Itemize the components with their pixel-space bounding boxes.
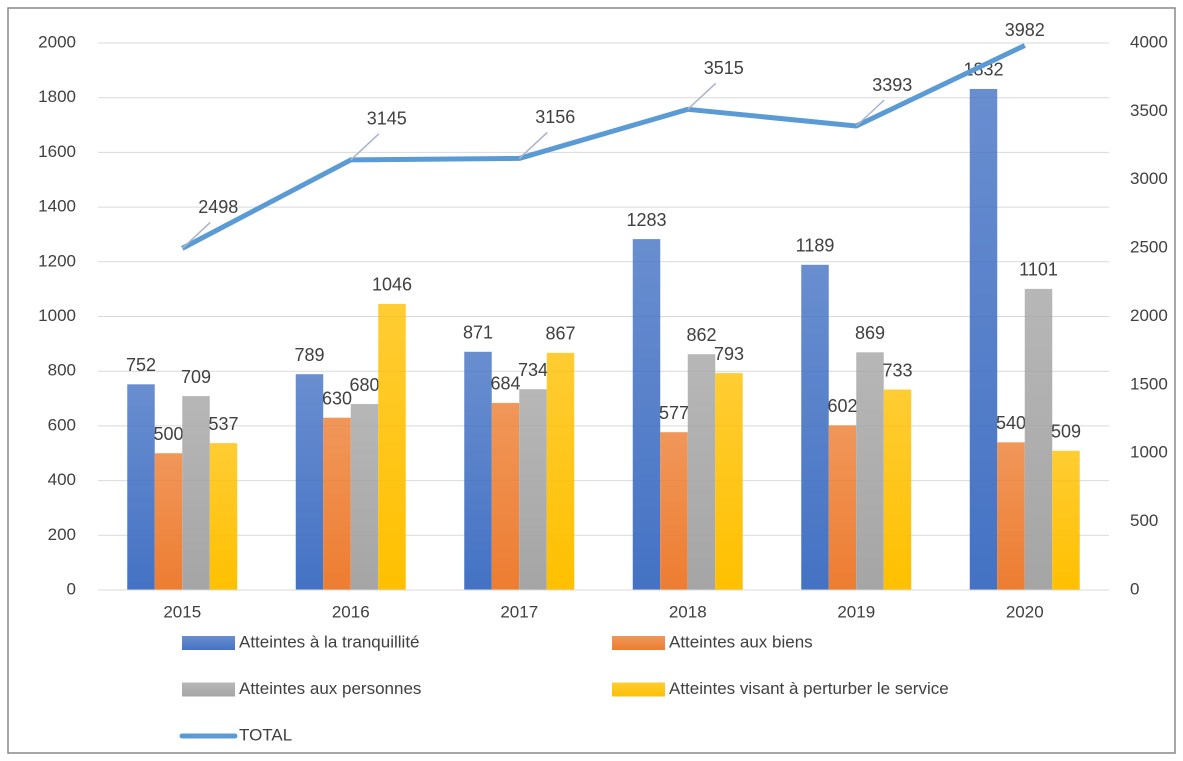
x-tick-label: 2020 bbox=[1006, 602, 1044, 621]
data-label: 509 bbox=[1051, 422, 1081, 442]
data-label: 540 bbox=[996, 413, 1026, 433]
data-label: 2498 bbox=[198, 197, 238, 217]
y2-tick-label: 2500 bbox=[1130, 238, 1168, 257]
data-label: 3515 bbox=[704, 58, 744, 78]
y-tick-label: 1400 bbox=[38, 197, 76, 216]
data-label: 537 bbox=[208, 414, 238, 434]
legend-swatch bbox=[612, 682, 665, 697]
bar bbox=[546, 352, 575, 590]
bar bbox=[350, 404, 379, 590]
bar bbox=[883, 389, 912, 590]
data-label: 867 bbox=[545, 324, 575, 344]
bar bbox=[154, 453, 183, 590]
y2-tick-label: 3500 bbox=[1130, 101, 1168, 120]
y2-tick-label: 2000 bbox=[1130, 306, 1168, 325]
legend-label: Atteintes à la tranquillité bbox=[239, 632, 420, 651]
legend-label: Atteintes visant à perturber le service bbox=[669, 679, 949, 698]
y2-tick-label: 500 bbox=[1130, 511, 1158, 530]
y2-tick-label: 3000 bbox=[1130, 169, 1168, 188]
data-label: 1283 bbox=[626, 210, 666, 230]
bar bbox=[1052, 450, 1080, 590]
y2-tick-label: 0 bbox=[1130, 579, 1139, 598]
y-tick-label: 1000 bbox=[38, 306, 76, 325]
y2-tick-label: 1500 bbox=[1130, 374, 1168, 393]
data-label: 3393 bbox=[872, 75, 912, 95]
bar bbox=[323, 417, 351, 590]
x-tick-label: 2019 bbox=[837, 602, 875, 621]
y-tick-label: 1800 bbox=[38, 87, 76, 106]
data-label: 1832 bbox=[963, 60, 1003, 80]
leader-line bbox=[518, 131, 548, 159]
x-tick-label: 2015 bbox=[163, 602, 201, 621]
data-label: 3145 bbox=[367, 109, 407, 129]
y-tick-label: 600 bbox=[48, 415, 76, 434]
data-label: 734 bbox=[518, 360, 548, 380]
x-tick-label: 2018 bbox=[669, 602, 707, 621]
data-label: 1101 bbox=[1019, 260, 1058, 280]
data-label: 3982 bbox=[1005, 20, 1045, 40]
y-tick-label: 800 bbox=[48, 361, 76, 380]
y-tick-label: 0 bbox=[67, 579, 76, 598]
data-label: 500 bbox=[153, 424, 183, 444]
data-label: 869 bbox=[855, 323, 885, 343]
bar bbox=[1024, 288, 1053, 590]
y-tick-label: 1200 bbox=[38, 251, 76, 270]
bar bbox=[856, 352, 884, 590]
legend-swatch bbox=[182, 636, 235, 650]
x-tick-label: 2016 bbox=[332, 602, 370, 621]
data-label: 793 bbox=[714, 344, 744, 364]
x-tick-label: 2017 bbox=[500, 602, 538, 621]
legend-label: TOTAL bbox=[239, 725, 292, 744]
data-label: 752 bbox=[126, 355, 156, 375]
bar bbox=[828, 425, 857, 590]
bar bbox=[464, 351, 492, 590]
bar bbox=[801, 264, 829, 590]
leader-line bbox=[350, 133, 380, 161]
bar bbox=[660, 432, 688, 590]
bar bbox=[997, 442, 1025, 590]
data-label: 1189 bbox=[796, 236, 835, 256]
legend-label: Atteintes aux biens bbox=[669, 632, 813, 651]
y2-tick-label: 4000 bbox=[1130, 32, 1168, 51]
data-label: 684 bbox=[490, 374, 520, 394]
data-label: 733 bbox=[882, 360, 912, 380]
data-label: 3156 bbox=[535, 107, 575, 127]
bar bbox=[491, 402, 520, 590]
bar bbox=[969, 88, 998, 590]
line bbox=[181, 43, 1026, 251]
legend-label: Atteintes aux personnes bbox=[239, 679, 421, 698]
bar bbox=[715, 373, 743, 590]
bar bbox=[378, 303, 406, 590]
bar bbox=[519, 389, 547, 590]
y-tick-label: 400 bbox=[48, 470, 76, 489]
data-label: 630 bbox=[322, 388, 352, 408]
data-label: 577 bbox=[659, 403, 689, 423]
y2-tick-label: 1000 bbox=[1130, 443, 1168, 462]
bar bbox=[632, 239, 661, 591]
bar bbox=[295, 374, 324, 590]
legend-swatch bbox=[612, 636, 665, 650]
leader-line bbox=[687, 82, 717, 110]
leader-line bbox=[855, 99, 885, 127]
y-tick-label: 1600 bbox=[38, 142, 76, 161]
data-label: 862 bbox=[686, 325, 716, 345]
y-tick-label: 2000 bbox=[38, 32, 76, 51]
data-label: 680 bbox=[349, 375, 379, 395]
legend-swatch bbox=[182, 682, 235, 697]
data-label: 709 bbox=[181, 367, 211, 387]
bar bbox=[687, 354, 716, 590]
data-label: 602 bbox=[827, 396, 857, 416]
bar bbox=[127, 384, 155, 590]
y-tick-label: 200 bbox=[48, 525, 76, 544]
bar bbox=[182, 396, 210, 590]
data-label: 1046 bbox=[372, 275, 412, 295]
leader-line bbox=[181, 221, 211, 249]
data-label: 871 bbox=[463, 323, 493, 343]
data-label: 789 bbox=[294, 345, 324, 365]
bar bbox=[209, 443, 238, 590]
